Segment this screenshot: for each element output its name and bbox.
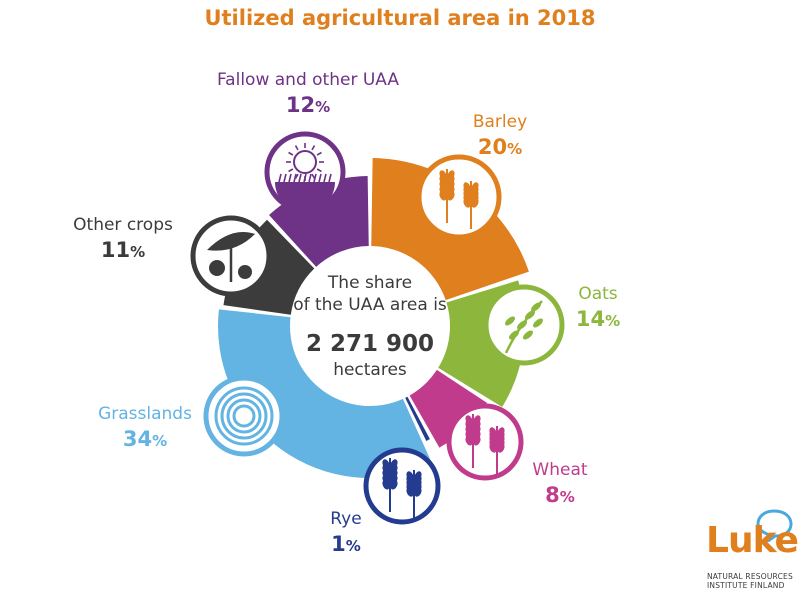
logo-subtitle-1: NATURAL RESOURCES (707, 572, 793, 581)
label-fallow: Fallow and other UAA (217, 70, 399, 90)
label-rye: Rye (330, 509, 361, 529)
wheat-icon (446, 403, 524, 481)
label-barley: Barley (473, 112, 527, 132)
value-oats: 14% (576, 307, 620, 331)
fallow-sun-icon (264, 131, 346, 213)
rye-icon (363, 447, 441, 525)
label-oats: Oats (578, 284, 617, 304)
center-line-2: of the UAA area is (293, 295, 447, 315)
speech-bubble-icon (756, 509, 793, 542)
logo-subtitle-2: INSTITUTE FINLAND (707, 581, 785, 590)
hay-bale-icon (203, 375, 285, 457)
label-other-crops: Other crops (73, 215, 173, 235)
chart-title: Utilized agricultural area in 2018 (204, 6, 596, 30)
logo-wordmark: Luke (706, 520, 799, 561)
barley-icon (416, 154, 502, 240)
value-rye: 1% (331, 532, 361, 556)
value-fallow: 12% (286, 93, 330, 117)
center-unit: hectares (333, 360, 407, 380)
value-grasslands: 34% (123, 427, 167, 451)
center-total: 2 271 900 (306, 331, 434, 357)
value-other-crops: 11% (101, 238, 145, 262)
slice-wheat (409, 369, 488, 448)
value-wheat: 8% (545, 483, 575, 507)
other-crops-icon (190, 215, 272, 297)
center-line-1: The share (327, 273, 412, 293)
slice-rye (405, 396, 430, 441)
value-barley: 20% (478, 135, 522, 159)
label-wheat: Wheat (532, 460, 587, 480)
center-disc (291, 247, 449, 405)
label-grasslands: Grasslands (98, 404, 192, 424)
oats-icon (483, 284, 565, 366)
luke-logo: Luke NATURAL RESOURCES INSTITUTE FINLAND (706, 509, 799, 592)
